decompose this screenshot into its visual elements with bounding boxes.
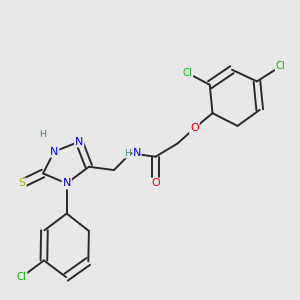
Text: H: H (40, 130, 46, 140)
Text: N: N (62, 178, 71, 188)
Text: H: H (124, 149, 130, 158)
Text: N: N (133, 148, 141, 158)
Text: O: O (190, 123, 199, 133)
Text: N: N (50, 147, 58, 157)
Text: N: N (75, 136, 83, 147)
Text: Cl: Cl (183, 68, 192, 78)
Text: S: S (19, 178, 26, 188)
Text: Cl: Cl (17, 272, 26, 282)
Text: Cl: Cl (276, 61, 285, 71)
Text: O: O (151, 178, 160, 188)
